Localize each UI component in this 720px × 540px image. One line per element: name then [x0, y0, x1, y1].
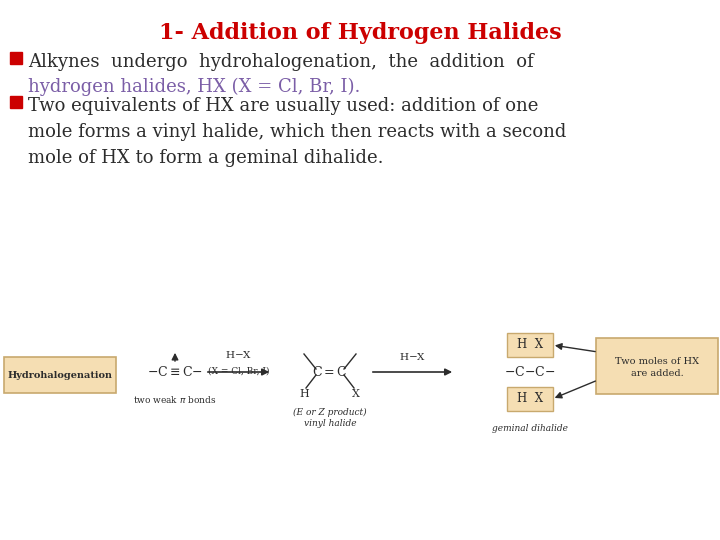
Text: Alkynes  undergo  hydrohalogenation,  the  addition  of: Alkynes undergo hydrohalogenation, the a…	[28, 53, 534, 71]
Text: geminal dihalide: geminal dihalide	[492, 424, 568, 433]
Text: mole of HX to form a geminal dihalide.: mole of HX to form a geminal dihalide.	[28, 149, 384, 167]
Text: (X = Cl, Br, I): (X = Cl, Br, I)	[208, 367, 269, 376]
Text: Two equivalents of HX are usually used: addition of one: Two equivalents of HX are usually used: …	[28, 97, 539, 115]
FancyBboxPatch shape	[507, 333, 553, 357]
Text: H  X: H X	[517, 393, 543, 406]
Text: are added.: are added.	[631, 368, 683, 377]
Text: 1- Addition of Hydrogen Halides: 1- Addition of Hydrogen Halides	[158, 22, 562, 44]
Text: Hydrohalogenation: Hydrohalogenation	[7, 370, 112, 380]
FancyBboxPatch shape	[507, 387, 553, 411]
Text: hydrogen halides, HX (X = Cl, Br, I).: hydrogen halides, HX (X = Cl, Br, I).	[28, 78, 361, 96]
Text: vinyl halide: vinyl halide	[304, 419, 356, 428]
Text: H  X: H X	[517, 339, 543, 352]
Text: Two moles of HX: Two moles of HX	[615, 356, 699, 366]
Text: H$-$X: H$-$X	[225, 349, 252, 360]
Text: $-$C$-$C$-$: $-$C$-$C$-$	[505, 365, 556, 379]
Text: X: X	[352, 389, 360, 399]
Bar	[10, 52, 22, 64]
Text: H$-$X: H$-$X	[399, 351, 426, 362]
Text: mole forms a vinyl halide, which then reacts with a second: mole forms a vinyl halide, which then re…	[28, 123, 567, 141]
FancyBboxPatch shape	[596, 338, 718, 394]
Text: C$=$C: C$=$C	[312, 365, 348, 379]
Text: $-$C$\equiv$C$-$: $-$C$\equiv$C$-$	[147, 365, 203, 379]
Text: (E or Z product): (E or Z product)	[293, 408, 366, 417]
Bar	[10, 96, 22, 108]
Text: H: H	[299, 389, 309, 399]
FancyBboxPatch shape	[4, 357, 116, 393]
Text: two weak $\pi$ bonds: two weak $\pi$ bonds	[133, 394, 217, 405]
